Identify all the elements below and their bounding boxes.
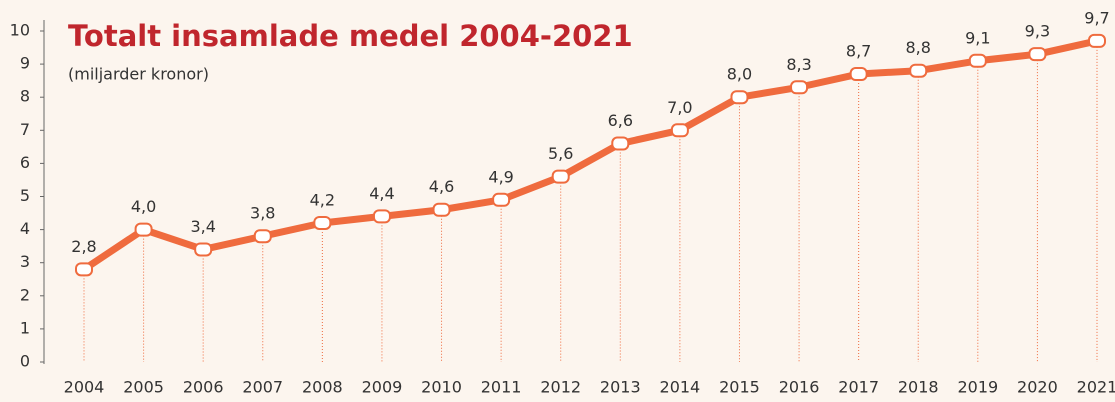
- data-label: 8,3: [786, 55, 811, 74]
- x-tick-label: 2017: [838, 378, 879, 397]
- marker: [849, 67, 868, 82]
- data-label: 9,7: [1084, 8, 1109, 27]
- y-tick-label: 2: [20, 285, 30, 304]
- data-label: 8,8: [906, 38, 931, 57]
- x-tick-label: 2008: [302, 378, 343, 397]
- y-tick-label: 9: [20, 54, 30, 73]
- chart-subtitle: (miljarder kronor): [68, 65, 209, 84]
- x-tick-label: 2009: [362, 378, 403, 397]
- y-tick-label: 0: [20, 352, 30, 371]
- marker: [611, 136, 630, 151]
- x-tick-label: 2014: [660, 378, 701, 397]
- x-tick-label: 2019: [957, 378, 998, 397]
- x-tick-label: 2015: [719, 378, 760, 397]
- data-label: 8,0: [727, 65, 752, 84]
- marker: [313, 215, 332, 230]
- y-tick-label: 10: [10, 21, 30, 40]
- line: [82, 37, 1098, 273]
- data-label: 5,6: [548, 144, 573, 163]
- x-tick-label: 2016: [779, 378, 820, 397]
- y-tick-label: 8: [20, 87, 30, 106]
- data-label: 4,4: [369, 184, 394, 203]
- marker: [492, 192, 511, 207]
- marker: [75, 262, 93, 277]
- data-label: 9,1: [965, 28, 990, 47]
- x-tick-label: 2004: [64, 378, 105, 397]
- x-tick-label: 2020: [1017, 378, 1058, 397]
- y-tick-label: 6: [20, 153, 30, 172]
- x-tick-label: 2013: [600, 378, 641, 397]
- marker: [432, 202, 451, 217]
- data-label: 8,7: [846, 42, 871, 61]
- x-tick-label: 2018: [898, 378, 939, 397]
- marker: [909, 63, 928, 78]
- data-label: 3,4: [190, 217, 215, 236]
- marker: [670, 123, 689, 138]
- marker: [730, 90, 749, 105]
- y-tick-label: 5: [20, 186, 30, 205]
- x-tick-label: 2021: [1077, 378, 1115, 397]
- y-tick-label: 1: [20, 318, 30, 337]
- marker: [253, 229, 272, 244]
- y-tick-label: 3: [20, 252, 30, 271]
- x-tick-label: 2012: [540, 378, 581, 397]
- marker: [790, 80, 809, 95]
- marker: [194, 242, 213, 257]
- x-tick-label: 2006: [183, 378, 224, 397]
- x-tick-label: 2010: [421, 378, 462, 397]
- marker: [1028, 47, 1047, 62]
- chart-title: Totalt insamlade medel 2004-2021: [68, 19, 633, 53]
- x-tick-label: 2011: [481, 378, 522, 397]
- marker: [551, 169, 570, 184]
- y-tick-label: 7: [20, 120, 30, 139]
- marker: [134, 222, 153, 237]
- data-label: 4,9: [488, 167, 513, 186]
- data-label: 4,2: [310, 190, 335, 209]
- marker: [968, 53, 987, 68]
- data-label: 4,6: [429, 177, 454, 196]
- y-tick-label: 4: [20, 219, 30, 238]
- x-tick-label: 2005: [123, 378, 164, 397]
- data-label: 9,3: [1025, 22, 1050, 41]
- data-label: 2,8: [71, 237, 96, 256]
- x-tick-label: 2007: [242, 378, 283, 397]
- marker: [1088, 33, 1106, 48]
- marker: [372, 209, 391, 224]
- data-label: 7,0: [667, 98, 692, 117]
- data-label: 6,6: [608, 111, 633, 130]
- data-label: 4,0: [131, 197, 156, 216]
- data-label: 3,8: [250, 204, 275, 223]
